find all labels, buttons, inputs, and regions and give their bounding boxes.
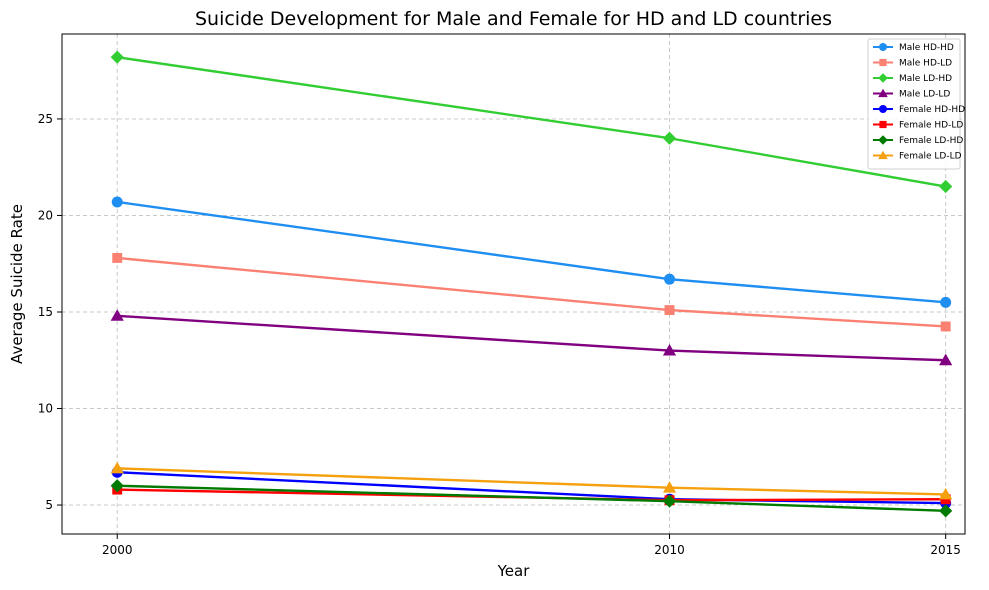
data-point	[662, 481, 677, 493]
legend-box	[867, 38, 961, 170]
data-point	[939, 504, 953, 518]
x-tick-label: 2000	[102, 543, 133, 557]
data-point	[662, 344, 677, 356]
legend-marker	[878, 135, 888, 145]
y-tick-label: 5	[45, 498, 53, 512]
y-tick-label: 25	[38, 112, 53, 126]
data-point	[662, 131, 677, 145]
plot-area	[61, 33, 966, 535]
y-tick-label: 20	[38, 208, 53, 222]
series-lines	[110, 50, 953, 518]
y-tick-label: 15	[38, 305, 53, 319]
data-point	[110, 50, 124, 64]
axes: 2000 2010 2015 5 10 15 20 25	[38, 112, 961, 557]
legend-label: Male HD-LD	[899, 59, 952, 69]
series-line	[117, 200, 946, 304]
series-line	[117, 55, 946, 188]
legend-marker	[878, 150, 888, 160]
legend-label: Male HD-HD	[899, 43, 954, 53]
x-axis-label: Year	[497, 562, 531, 580]
legend-label: Male LD-LD	[899, 90, 950, 100]
series-line	[117, 484, 946, 513]
data-point	[940, 321, 951, 332]
legend-label: Male LD-HD	[899, 74, 952, 84]
legend-item: Male LD-HD	[873, 73, 952, 84]
legend-item: Female LD-HD	[873, 135, 963, 146]
data-point	[939, 353, 953, 366]
legend-item: Female HD-LD	[873, 121, 963, 131]
x-tick-label: 2015	[930, 543, 961, 557]
legend-marker	[878, 88, 888, 98]
data-point	[939, 487, 953, 500]
legend-label: Female LD-HD	[899, 136, 963, 146]
data-point	[110, 461, 124, 474]
x-tick-label: 2010	[654, 543, 685, 557]
series-male-hd-hd	[111, 196, 952, 308]
series-male-ld-ld	[110, 309, 953, 366]
legend-label: Female LD-LD	[899, 152, 962, 162]
series-female-ld-ld	[110, 461, 953, 500]
data-point	[664, 305, 675, 316]
data-point	[110, 479, 124, 493]
series-line	[117, 314, 946, 362]
legend-item: Male HD-LD	[873, 59, 952, 69]
data-point	[112, 252, 123, 263]
legend-label: Female HD-HD	[899, 105, 965, 115]
data-point	[662, 494, 677, 508]
legend-item: Male LD-LD	[873, 88, 950, 100]
data-point	[111, 196, 123, 208]
legend-item: Male HD-HD	[873, 43, 954, 53]
legend-marker	[878, 73, 888, 83]
data-point	[664, 273, 676, 285]
y-axis-label: Average Suicide Rate	[8, 204, 26, 364]
legend-label: Female HD-LD	[899, 121, 963, 131]
data-point	[110, 309, 124, 321]
series-line	[117, 467, 946, 496]
grid	[62, 34, 965, 534]
legend-item: Female HD-HD	[873, 105, 965, 115]
legend-item: Female LD-LD	[873, 150, 962, 162]
y-tick-label: 10	[38, 402, 53, 416]
legend-marker	[879, 120, 887, 129]
legend: Male HD-HD Male HD-LD Male LD-HD Male LD-LD…	[867, 38, 965, 170]
data-point	[939, 179, 953, 194]
data-point	[940, 296, 952, 308]
legend-marker	[879, 105, 887, 113]
legend-marker	[879, 58, 887, 67]
series-female-ld-hd	[110, 479, 953, 518]
series-male-hd-ld	[112, 252, 951, 332]
legend-marker	[879, 43, 887, 51]
series-male-ld-hd	[110, 50, 953, 194]
chart-title: Suicide Development for Male and Female …	[195, 8, 832, 30]
